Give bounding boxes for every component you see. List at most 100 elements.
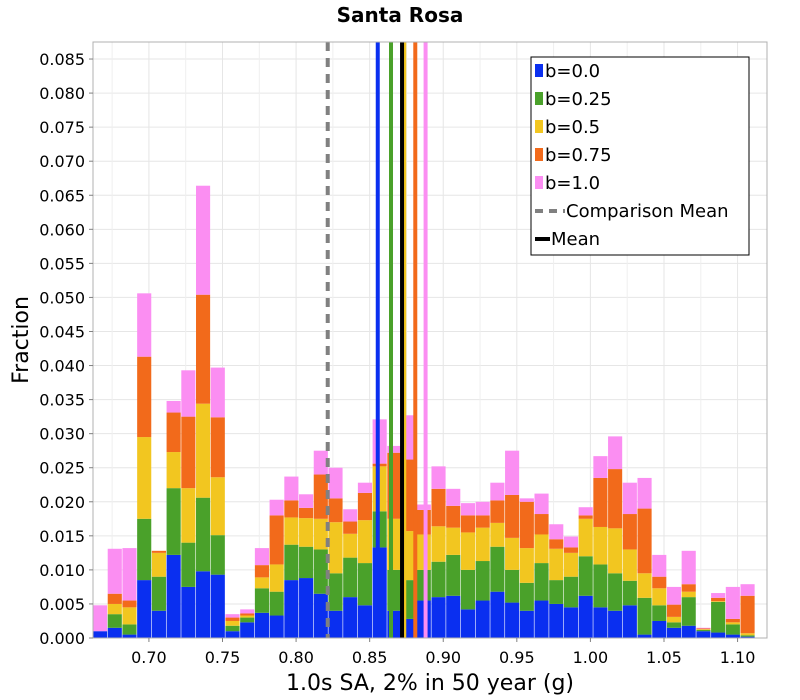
bar-segment-b-0-75 — [328, 498, 343, 523]
bar-segment-b-0-5 — [107, 603, 122, 615]
bar-segment-b-0-5 — [696, 629, 711, 630]
bar-segment-b-0-0 — [107, 627, 122, 638]
bar-segment-b-0-0 — [622, 605, 637, 638]
bar-segment-b-1-0 — [343, 509, 358, 522]
bar-segment-b-0-5 — [549, 548, 564, 581]
bar-segment-b-0-0 — [137, 580, 152, 638]
bar-segment-b-0-5 — [725, 622, 740, 625]
bar-segment-b-0-75 — [269, 515, 284, 565]
bar-segment-b-0-25 — [151, 576, 166, 611]
bar-segment-b-0-5 — [460, 532, 476, 570]
bar-segment-b-1-0 — [269, 499, 284, 516]
bar-segment-b-0-75 — [549, 539, 564, 549]
bar-segment-b-0-5 — [666, 616, 682, 623]
bar-segment-b-0-75 — [137, 356, 152, 438]
legend-entry: Mean — [551, 229, 600, 250]
bar-segment-b-0-5 — [269, 564, 284, 592]
bar-segment-b-0-25 — [210, 535, 225, 575]
bar-segment-b-0-0 — [505, 602, 520, 638]
bar-segment-b-0-5 — [299, 518, 314, 547]
bar-segment-b-0-0 — [431, 597, 446, 638]
bar-segment-b-1-0 — [622, 482, 637, 515]
y-tick-label: 0.015 — [39, 527, 85, 546]
bar-segment-b-0-75 — [740, 595, 755, 634]
bar-segment-b-1-0 — [652, 554, 667, 577]
x-tick-label: 1.05 — [646, 648, 682, 667]
bar-segment-b-0-75 — [357, 492, 373, 521]
bar-segment-b-0-25 — [107, 614, 122, 628]
bar-segment-b-0-75 — [460, 515, 476, 533]
legend-swatch — [535, 120, 543, 133]
bar-segment-b-1-0 — [475, 501, 490, 516]
bar-segment-b-0-75 — [446, 505, 461, 528]
bar-segment-b-0-25 — [681, 597, 696, 626]
bar-segment-b-0-25 — [622, 580, 637, 606]
bar-segment-b-0-75 — [254, 565, 269, 578]
bar-segment-b-0-5 — [505, 537, 520, 570]
bar-segment-b-0-5 — [519, 548, 534, 583]
bar-segment-b-0-0 — [608, 610, 623, 638]
bar-segment-b-0-5 — [313, 518, 328, 550]
bar-segment-b-0-25 — [696, 629, 711, 632]
bar-segment-b-0-0 — [343, 597, 358, 638]
bar-segment-b-0-25 — [313, 549, 328, 594]
bar-segment-b-0-0 — [637, 634, 652, 638]
bar-segment-b-0-25 — [431, 561, 446, 598]
bar-segment-b-0-75 — [711, 597, 726, 602]
bar-segment-b-0-5 — [431, 526, 446, 562]
bar-segment-b-0-75 — [696, 628, 711, 630]
y-tick-label: 0.040 — [39, 357, 85, 376]
legend-entry: b=0.5 — [545, 117, 600, 138]
bar-segment-b-0-25 — [328, 573, 343, 611]
bar-segment-b-0-25 — [343, 557, 358, 598]
bar-segment-b-0-25 — [196, 497, 211, 572]
bar-segment-b-0-75 — [637, 508, 652, 574]
bar-segment-b-0-5 — [563, 552, 579, 577]
bar-segment-b-0-75 — [475, 515, 490, 528]
bar-segment-b-0-0 — [313, 593, 328, 638]
bar-segment-b-1-0 — [711, 593, 726, 598]
bar-segment-b-0-0 — [666, 627, 682, 638]
bar-segment-b-0-5 — [534, 534, 549, 564]
bar-segment-b-0-5 — [328, 522, 343, 574]
x-tick-label: 0.80 — [278, 648, 314, 667]
bar-segment-b-1-0 — [166, 400, 181, 413]
legend-swatch — [535, 176, 543, 189]
bar-segment-b-0-75 — [431, 488, 446, 527]
bar-segment-b-0-75 — [299, 507, 314, 519]
bar-segment-b-0-25 — [711, 601, 726, 633]
bar-segment-b-1-0 — [93, 605, 108, 632]
bar-segment-b-0-0 — [225, 631, 240, 638]
legend-entry: Comparison Mean — [566, 201, 729, 222]
bar-segment-b-0-5 — [166, 452, 181, 489]
bar-segment-b-0-0 — [725, 634, 740, 638]
bar-segment-b-0-75 — [681, 584, 696, 592]
bar-segment-b-1-0 — [534, 493, 549, 515]
bar-segment-b-0-25 — [254, 588, 269, 613]
bar-segment-b-0-75 — [490, 500, 505, 523]
bar-segment-b-0-0 — [563, 607, 579, 638]
bar-segment-b-1-0 — [608, 436, 623, 470]
bar-segment-b-0-25 — [490, 546, 505, 592]
bar-segment-b-0-75 — [593, 477, 608, 527]
bar-segment-b-0-5 — [137, 437, 152, 519]
bar-segment-b-0-75 — [534, 514, 549, 535]
bar-segment-b-0-75 — [225, 617, 240, 621]
bar-segment-b-0-75 — [284, 500, 299, 518]
bar-segment-b-0-0 — [534, 600, 549, 638]
bar-segment-b-0-5 — [578, 518, 593, 557]
legend-entry: b=0.75 — [545, 145, 612, 166]
bar-segment-b-0-0 — [328, 610, 343, 638]
x-axis-label: 1.0s SA, 2% in 50 year (g) — [286, 671, 574, 696]
bar-segment-b-1-0 — [666, 586, 682, 605]
bar-segment-b-0-0 — [357, 605, 373, 638]
bar-segment-b-0-75 — [107, 593, 122, 604]
bar-segment-b-0-0 — [696, 631, 711, 638]
bar-segment-b-0-0 — [181, 586, 196, 638]
legend-entry: b=0.0 — [545, 61, 600, 82]
legend-swatch — [535, 148, 543, 161]
bar-segment-b-0-5 — [181, 488, 196, 543]
y-tick-label: 0.075 — [39, 118, 85, 137]
x-tick-label: 1.10 — [720, 648, 756, 667]
